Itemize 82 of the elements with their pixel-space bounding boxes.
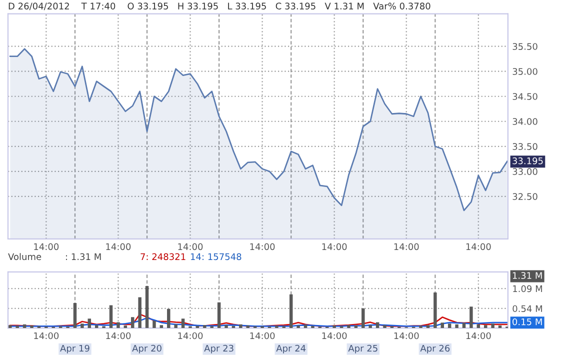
bar — [455, 324, 458, 328]
bar — [131, 317, 134, 328]
x-tick-label: 14:00 — [394, 332, 419, 340]
bar — [8, 325, 12, 328]
x-tick-label: 14:00 — [466, 243, 491, 250]
bar — [448, 324, 452, 328]
y-tick-label: 35.50 — [512, 43, 538, 50]
x-tick-label: 14:00 — [178, 332, 203, 340]
x-tick-label: 14:00 — [106, 243, 131, 250]
bar — [434, 292, 437, 328]
text: : 1.31 M — [66, 253, 101, 260]
y-tick-label: 0.54 M — [512, 305, 542, 312]
y-tick-label: 1.09 M — [513, 285, 542, 292]
bar — [332, 325, 336, 328]
text: D 26/04/2012 T 17:40 O 33.195 H 33.195 L 33.195 C 33.195 V 1.31 M Var% 0.3780 — [8, 2, 430, 10]
y-tick-label: 34.00 — [512, 118, 538, 125]
text: 1.31 M — [512, 272, 542, 279]
x-tick-label: Apr 19 — [60, 344, 90, 354]
bar — [491, 324, 494, 328]
x-tick-label: 14:00 — [394, 243, 419, 250]
bar — [246, 325, 250, 328]
x-tick-label: 14:00 — [34, 243, 59, 250]
bar — [152, 320, 156, 328]
x-tick-label: Apr 26 — [420, 344, 450, 354]
x-tick-label: 14:00 — [178, 243, 203, 250]
bar — [109, 305, 113, 328]
bar — [181, 318, 185, 328]
x-tick-label: 14:00 — [106, 332, 131, 340]
y-tick-label: 33.00 — [512, 168, 538, 175]
bar — [368, 325, 372, 328]
bar — [289, 294, 293, 328]
bar — [275, 326, 278, 328]
y-tick-label: 35.00 — [512, 68, 538, 75]
x-tick-label: 14:00 — [250, 332, 275, 340]
text: Volume — [8, 253, 42, 260]
bar — [376, 322, 380, 328]
bar — [296, 325, 300, 328]
y-tick-label: 34.50 — [512, 93, 538, 100]
bar — [145, 286, 149, 328]
x-tick-label: 14:00 — [34, 332, 59, 340]
x-tick-label: 14:00 — [250, 243, 275, 250]
bar — [362, 308, 365, 328]
bar — [167, 308, 170, 328]
x-tick-label: Apr 25 — [348, 344, 378, 354]
bar — [419, 326, 422, 328]
bar — [498, 325, 502, 328]
x-tick-label: Apr 23 — [204, 344, 234, 354]
bar — [73, 303, 77, 328]
bar — [239, 324, 242, 328]
bar — [426, 325, 430, 328]
bar — [160, 325, 164, 328]
bar — [88, 318, 92, 328]
annotation: 33.195 — [512, 157, 543, 164]
bar — [116, 322, 120, 328]
x-tick-label: 14:00 — [322, 332, 347, 340]
bar — [484, 325, 488, 328]
y-tick-label: 33.50 — [512, 143, 538, 150]
bar — [80, 324, 84, 328]
annotation: 0.15 M — [512, 318, 542, 326]
x-tick-label: 14:00 — [466, 332, 491, 340]
text: 7: 248321 — [140, 253, 186, 260]
x-tick-label: Apr 24 — [276, 344, 306, 354]
bar — [124, 325, 128, 328]
bar — [217, 302, 221, 328]
bar — [354, 325, 358, 328]
bar — [94, 325, 98, 328]
bar — [347, 325, 350, 328]
bar — [224, 325, 228, 328]
x-tick-label: 14:00 — [322, 243, 347, 250]
bar — [383, 325, 386, 328]
bar — [16, 326, 19, 328]
bar — [138, 297, 142, 328]
bar — [462, 322, 466, 328]
bar — [470, 306, 473, 328]
bar — [203, 325, 206, 328]
text: 14: 157548 — [190, 253, 242, 260]
bar — [174, 324, 178, 328]
x-tick-label: Apr 20 — [132, 344, 162, 354]
y-tick-label: 32.50 — [512, 193, 538, 200]
bar — [311, 326, 314, 328]
bar — [440, 322, 444, 328]
bar — [30, 325, 34, 328]
